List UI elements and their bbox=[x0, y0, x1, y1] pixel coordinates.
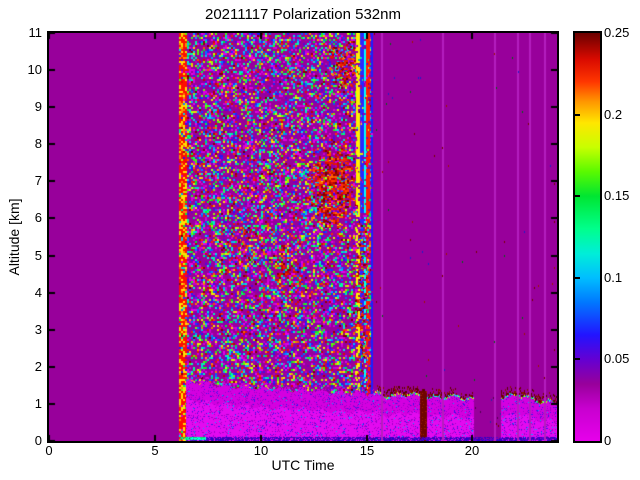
colorbar-tick-label: 0.2 bbox=[604, 107, 623, 122]
colorbar-tick bbox=[575, 277, 580, 279]
y-tick-label: 10 bbox=[27, 62, 42, 77]
y-tick-label: 3 bbox=[34, 322, 42, 337]
y-tick-label: 2 bbox=[34, 359, 42, 374]
colorbar-tick bbox=[575, 114, 580, 116]
x-tick-label: 5 bbox=[151, 443, 159, 458]
y-tick-label: 4 bbox=[34, 285, 42, 300]
colorbar-tick-label: 0 bbox=[604, 433, 612, 448]
x-tick-label: 10 bbox=[253, 443, 269, 458]
y-tick-label: 1 bbox=[34, 396, 42, 411]
y-tick-label: 8 bbox=[34, 136, 42, 151]
x-tick-label: 20 bbox=[464, 443, 480, 458]
plot-area bbox=[47, 31, 559, 443]
y-tick-label: 0 bbox=[34, 433, 42, 448]
colorbar-tick-label: 0.1 bbox=[604, 270, 623, 285]
chart-title: 20211117 Polarization 532nm bbox=[205, 6, 401, 23]
colorbar-tick bbox=[575, 195, 580, 197]
colorbar bbox=[573, 31, 602, 443]
y-tick-label: 6 bbox=[34, 210, 42, 225]
y-tick-label: 7 bbox=[34, 173, 42, 188]
colorbar-tick-label: 0.25 bbox=[604, 25, 630, 40]
y-tick-label: 11 bbox=[28, 25, 43, 40]
x-axis-label: UTC Time bbox=[271, 457, 335, 473]
y-tick-label: 9 bbox=[34, 99, 42, 114]
colorbar-tick-label: 0.05 bbox=[604, 351, 630, 366]
y-tick-label: 5 bbox=[34, 248, 42, 263]
colorbar-gradient bbox=[575, 33, 600, 441]
colorbar-tick bbox=[575, 358, 580, 360]
x-tick-label: 15 bbox=[359, 443, 375, 458]
heatmap-canvas bbox=[49, 33, 557, 441]
x-tick-label: 0 bbox=[45, 443, 53, 458]
colorbar-tick-label: 0.15 bbox=[604, 188, 630, 203]
